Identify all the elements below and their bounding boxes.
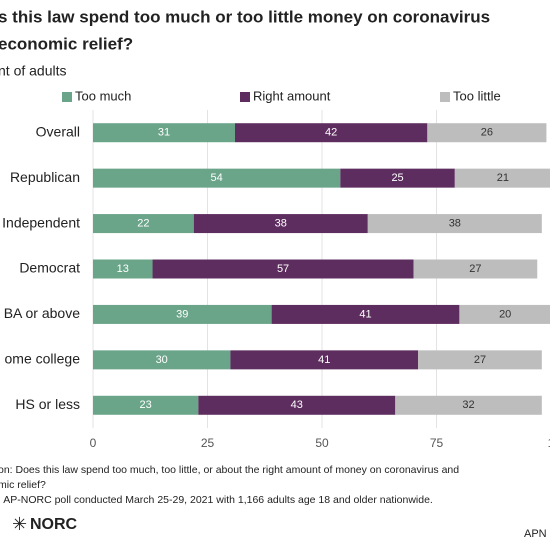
bar-segment bbox=[427, 123, 547, 143]
value-label: 41 bbox=[318, 354, 330, 366]
value-label: 42 bbox=[325, 127, 337, 139]
brand: APN bbox=[524, 528, 547, 540]
x-tick-label: 0 bbox=[90, 436, 97, 450]
bar-segment bbox=[395, 395, 542, 415]
category-label: ome college bbox=[5, 351, 81, 367]
value-label: 13 bbox=[117, 263, 129, 275]
chart-subtitle: nt of adults bbox=[0, 63, 67, 79]
logo: NORC bbox=[30, 516, 78, 533]
footnote: on: Does this law spend too much, too li… bbox=[0, 464, 459, 476]
footnote: : AP-NORC poll conducted March 25-29, 20… bbox=[0, 494, 433, 506]
bar-segment bbox=[234, 123, 428, 143]
legend-swatch bbox=[240, 92, 250, 102]
legend-label: Too little bbox=[453, 88, 501, 103]
bar-segment bbox=[93, 168, 341, 188]
value-label: 38 bbox=[275, 217, 287, 229]
x-tick-label: 1 bbox=[548, 436, 550, 450]
value-label: 30 bbox=[156, 354, 168, 366]
bar-segment bbox=[340, 168, 455, 188]
bar-segment bbox=[459, 304, 550, 324]
x-tick-label: 50 bbox=[315, 436, 329, 450]
bar-segment bbox=[418, 350, 542, 370]
value-label: 27 bbox=[469, 263, 481, 275]
bar-segment bbox=[93, 304, 272, 324]
value-label: 21 bbox=[497, 172, 509, 184]
x-tick-label: 75 bbox=[430, 436, 444, 450]
value-label: 41 bbox=[359, 308, 371, 320]
bar-segment bbox=[367, 214, 542, 234]
bar-segment bbox=[193, 214, 368, 234]
bar-segment bbox=[230, 350, 419, 370]
legend-label: Right amount bbox=[253, 88, 331, 103]
value-label: 25 bbox=[391, 172, 403, 184]
chart-title: economic relief? bbox=[0, 34, 133, 53]
value-label: 27 bbox=[474, 354, 486, 366]
bar-segment bbox=[413, 259, 538, 279]
category-label: Democrat bbox=[19, 260, 80, 276]
category-label: Independent bbox=[2, 214, 80, 230]
value-label: 22 bbox=[137, 217, 149, 229]
x-tick-label: 25 bbox=[201, 436, 215, 450]
category-label: BA or above bbox=[4, 305, 80, 321]
value-label: 31 bbox=[158, 127, 170, 139]
value-label: 38 bbox=[449, 217, 461, 229]
footnote: mic relief? bbox=[0, 479, 46, 491]
value-label: 23 bbox=[140, 399, 152, 411]
bar-segment bbox=[93, 350, 231, 370]
bar-segment bbox=[152, 259, 414, 279]
value-label: 57 bbox=[277, 263, 289, 275]
bar-segment bbox=[454, 168, 550, 188]
bar-segment bbox=[93, 214, 194, 234]
bar-segment bbox=[93, 123, 235, 143]
value-label: 54 bbox=[211, 172, 223, 184]
bar-segment bbox=[271, 304, 460, 324]
category-label: Overall bbox=[36, 123, 80, 139]
legend-swatch bbox=[440, 92, 450, 102]
value-label: 26 bbox=[481, 127, 493, 139]
legend-swatch bbox=[62, 92, 72, 102]
value-label: 39 bbox=[176, 308, 188, 320]
bar-segment bbox=[93, 395, 199, 415]
value-label: 43 bbox=[291, 399, 303, 411]
category-label: HS or less bbox=[15, 396, 80, 412]
logo-star: ✳ bbox=[12, 514, 27, 534]
value-label: 32 bbox=[462, 399, 474, 411]
value-label: 20 bbox=[499, 308, 511, 320]
legend-label: Too much bbox=[75, 88, 131, 103]
bar-segment bbox=[198, 395, 396, 415]
chart-title: s this law spend too much or too little … bbox=[0, 7, 490, 26]
category-label: Republican bbox=[10, 169, 80, 185]
bar-segment bbox=[93, 259, 153, 279]
